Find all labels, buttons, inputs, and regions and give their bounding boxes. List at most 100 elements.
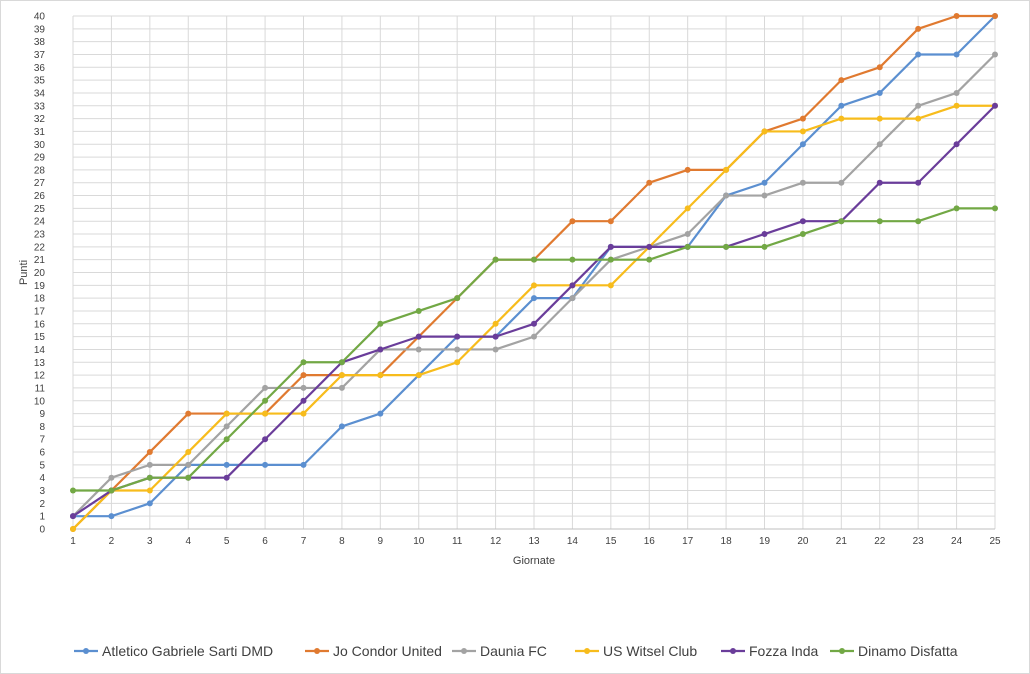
data-point <box>262 410 269 417</box>
x-tick-label: 14 <box>567 536 579 547</box>
data-point <box>761 231 768 238</box>
data-point <box>531 333 537 340</box>
data-point <box>185 410 192 417</box>
legend-marker <box>83 648 89 654</box>
data-point <box>146 449 153 456</box>
data-point <box>454 333 461 340</box>
data-point <box>953 13 960 19</box>
data-point <box>684 243 691 250</box>
y-tick-label: 40 <box>34 12 46 23</box>
data-point <box>953 141 960 148</box>
data-point <box>799 115 806 122</box>
data-point <box>646 256 653 263</box>
y-tick-label: 3 <box>39 486 45 497</box>
y-tick-label: 16 <box>34 319 46 330</box>
y-tick-label: 18 <box>34 294 46 305</box>
data-point <box>185 474 192 481</box>
data-point <box>569 256 576 263</box>
data-point <box>723 243 730 250</box>
legend-label: Jo Condor United <box>333 643 442 659</box>
y-tick-label: 36 <box>34 63 46 74</box>
data-point <box>415 333 422 340</box>
legend-item: US Witsel Club <box>575 643 697 659</box>
legend-marker <box>730 648 736 654</box>
data-point <box>377 346 384 353</box>
data-point <box>108 474 115 481</box>
x-tick-label: 18 <box>721 536 733 547</box>
y-tick-label: 28 <box>34 165 46 176</box>
legend-label: US Witsel Club <box>603 643 697 659</box>
data-point <box>415 307 422 314</box>
data-point <box>761 179 768 186</box>
data-point <box>223 474 230 481</box>
y-tick-label: 30 <box>34 140 46 151</box>
y-tick-label: 0 <box>39 525 45 536</box>
data-point <box>915 179 922 186</box>
data-point <box>492 256 499 263</box>
x-tick-label: 15 <box>605 536 617 547</box>
data-point <box>454 359 461 366</box>
data-point <box>338 372 345 379</box>
data-point <box>953 205 960 212</box>
data-point <box>607 218 614 225</box>
data-point <box>761 128 768 135</box>
data-point <box>646 243 653 250</box>
legend-label: Atletico Gabriele Sarti DMD <box>102 643 273 659</box>
data-point <box>262 397 269 404</box>
data-point <box>953 102 960 109</box>
data-point <box>146 500 153 507</box>
y-tick-label: 38 <box>34 37 46 48</box>
legend-item: Fozza Inda <box>721 643 818 659</box>
y-axis-title: Punti <box>18 260 30 285</box>
data-point <box>838 218 845 225</box>
x-tick-label: 23 <box>913 536 925 547</box>
y-tick-label: 9 <box>39 409 45 420</box>
x-tick-label: 6 <box>262 536 268 547</box>
data-point <box>338 384 345 391</box>
y-tick-label: 15 <box>34 332 46 343</box>
x-tick-label: 4 <box>185 536 191 547</box>
x-tick-label: 21 <box>836 536 848 547</box>
data-point <box>838 77 845 84</box>
data-point <box>607 282 614 289</box>
y-tick-label: 39 <box>34 24 46 35</box>
data-point <box>646 179 653 186</box>
data-point <box>799 231 806 238</box>
data-point <box>915 115 922 122</box>
legend-marker <box>314 648 320 654</box>
x-tick-label: 1 <box>70 536 76 547</box>
data-point <box>992 51 998 58</box>
data-point <box>415 372 422 379</box>
data-point <box>531 282 537 289</box>
legend-marker <box>461 648 467 654</box>
x-tick-label: 16 <box>644 536 656 547</box>
y-tick-label: 27 <box>34 178 46 189</box>
data-point <box>838 115 845 122</box>
series-4 <box>70 102 998 532</box>
data-point <box>223 410 230 417</box>
data-point <box>992 205 998 212</box>
legend: Atletico Gabriele Sarti DMD Jo Condor Uni… <box>74 643 958 659</box>
data-point <box>953 51 960 58</box>
x-tick-label: 2 <box>109 536 115 547</box>
y-tick-label: 22 <box>34 242 46 253</box>
data-point <box>377 320 384 327</box>
x-tick-label: 11 <box>452 536 463 547</box>
y-tick-label: 29 <box>34 153 46 164</box>
data-point <box>108 513 115 520</box>
x-tick-label: 7 <box>301 536 307 547</box>
data-point <box>300 384 307 391</box>
legend-item: Atletico Gabriele Sarti DMD <box>74 643 273 659</box>
x-tick-label: 24 <box>951 536 963 547</box>
data-point <box>146 487 153 494</box>
data-point <box>300 372 307 379</box>
data-point <box>876 218 883 225</box>
data-point <box>838 102 845 109</box>
y-tick-label: 24 <box>34 217 46 228</box>
y-tick-label: 11 <box>35 383 46 394</box>
data-point <box>684 205 691 212</box>
y-tick-label: 5 <box>39 460 45 471</box>
series-6 <box>70 205 998 494</box>
data-point <box>992 102 998 109</box>
